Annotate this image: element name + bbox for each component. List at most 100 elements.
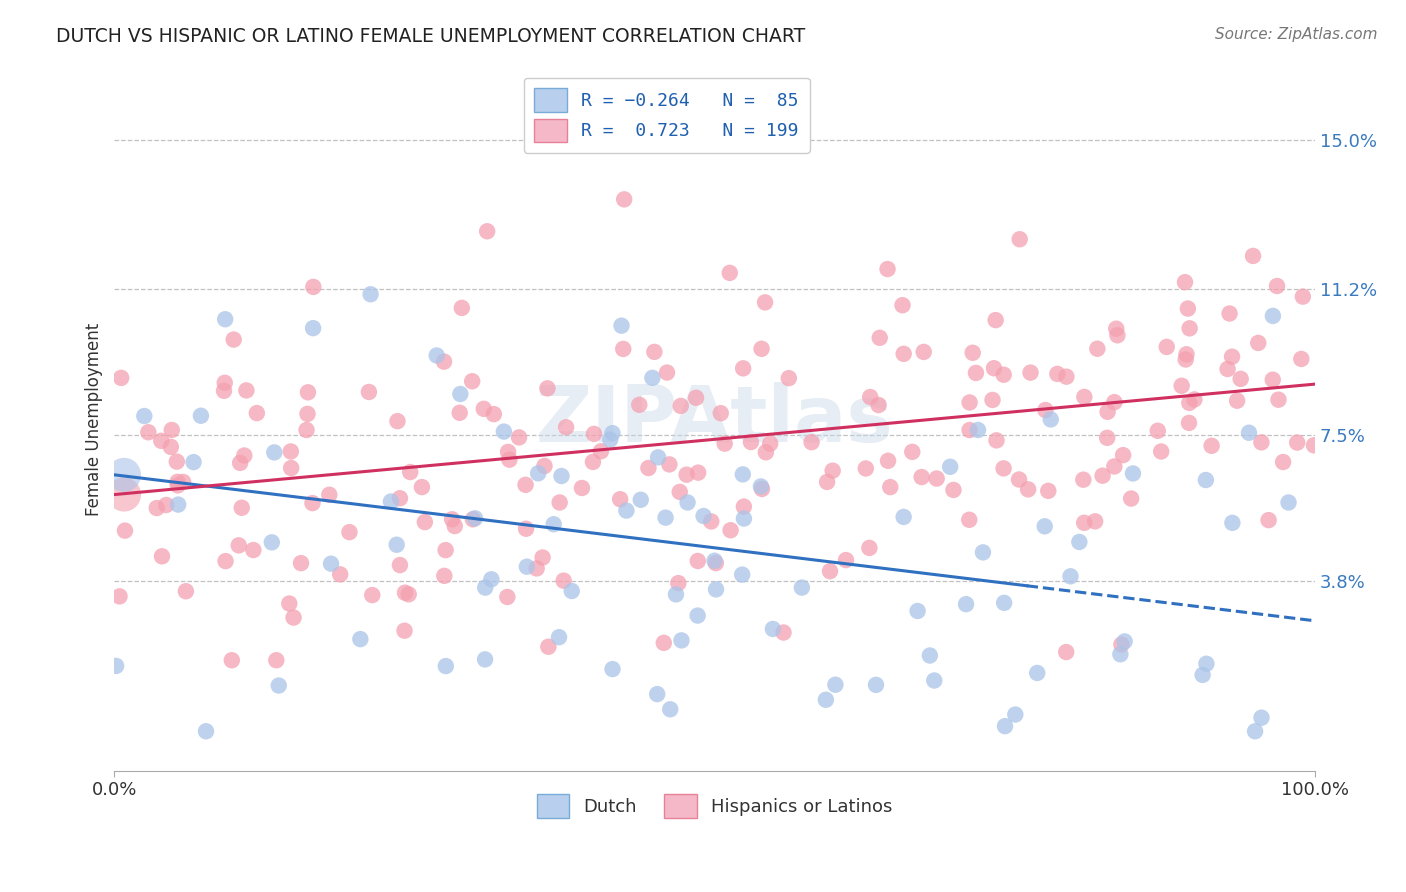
Point: [474, 652, 496, 666]
Point: [380, 494, 402, 508]
Point: [413, 515, 436, 529]
Point: [441, 512, 464, 526]
Point: [114, 524, 136, 538]
Point: [754, 295, 776, 310]
Point: [1291, 351, 1313, 366]
Point: [1054, 645, 1077, 659]
Point: [666, 576, 689, 591]
Point: [602, 426, 624, 441]
Point: [994, 719, 1017, 733]
Point: [755, 445, 778, 459]
Point: [1247, 335, 1270, 350]
Point: [959, 395, 981, 409]
Point: [195, 724, 218, 739]
Point: [1073, 390, 1095, 404]
Point: [582, 455, 605, 469]
Text: Source: ZipAtlas.com: Source: ZipAtlas.com: [1215, 27, 1378, 42]
Point: [1038, 483, 1060, 498]
Point: [1105, 322, 1128, 336]
Point: [426, 349, 449, 363]
Point: [212, 384, 235, 398]
Point: [319, 557, 342, 571]
Point: [671, 633, 693, 648]
Point: [160, 440, 183, 454]
Point: [464, 511, 486, 525]
Point: [659, 702, 682, 716]
Point: [962, 345, 984, 359]
Point: [214, 554, 236, 568]
Point: [818, 564, 841, 578]
Point: [1112, 448, 1135, 462]
Point: [1069, 535, 1091, 549]
Point: [688, 466, 710, 480]
Y-axis label: Female Unemployment: Female Unemployment: [86, 323, 103, 516]
Point: [214, 312, 236, 326]
Point: [183, 455, 205, 469]
Point: [645, 687, 668, 701]
Point: [869, 331, 891, 345]
Point: [515, 522, 537, 536]
Point: [434, 543, 457, 558]
Point: [814, 692, 837, 706]
Point: [616, 503, 638, 517]
Point: [233, 449, 256, 463]
Text: DUTCH VS HISPANIC OR LATINO FEMALE UNEMPLOYMENT CORRELATION CHART: DUTCH VS HISPANIC OR LATINO FEMALE UNEMP…: [56, 27, 806, 45]
Point: [901, 445, 924, 459]
Point: [283, 610, 305, 624]
Point: [1250, 435, 1272, 450]
Point: [561, 584, 583, 599]
Point: [772, 625, 794, 640]
Point: [893, 347, 915, 361]
Point: [302, 321, 325, 335]
Point: [548, 630, 571, 644]
Legend: Dutch, Hispanics or Latinos: Dutch, Hispanics or Latinos: [530, 788, 900, 825]
Point: [496, 445, 519, 459]
Point: [263, 445, 285, 459]
Point: [1219, 306, 1241, 320]
Point: [1201, 439, 1223, 453]
Point: [434, 659, 457, 673]
Point: [939, 459, 962, 474]
Point: [859, 390, 882, 404]
Point: [1226, 393, 1249, 408]
Point: [815, 475, 838, 489]
Point: [972, 545, 994, 559]
Point: [630, 492, 652, 507]
Point: [967, 423, 990, 437]
Point: [1175, 347, 1198, 361]
Point: [669, 399, 692, 413]
Point: [925, 471, 948, 485]
Point: [665, 587, 688, 601]
Point: [647, 450, 669, 465]
Point: [613, 192, 636, 206]
Point: [865, 678, 887, 692]
Point: [759, 436, 782, 450]
Point: [749, 479, 772, 493]
Point: [1220, 350, 1243, 364]
Point: [589, 444, 612, 458]
Point: [986, 434, 1008, 448]
Point: [1177, 301, 1199, 316]
Point: [984, 313, 1007, 327]
Point: [957, 513, 980, 527]
Point: [231, 500, 253, 515]
Point: [891, 298, 914, 312]
Point: [553, 574, 575, 588]
Point: [1150, 444, 1173, 458]
Point: [1292, 290, 1315, 304]
Point: [1191, 668, 1213, 682]
Point: [242, 543, 264, 558]
Point: [1272, 455, 1295, 469]
Point: [877, 454, 900, 468]
Point: [751, 342, 773, 356]
Point: [637, 461, 659, 475]
Point: [398, 587, 420, 601]
Point: [1008, 232, 1031, 246]
Point: [855, 461, 877, 475]
Point: [394, 585, 416, 599]
Point: [449, 387, 471, 401]
Point: [235, 384, 257, 398]
Point: [1178, 416, 1201, 430]
Point: [1170, 378, 1192, 392]
Point: [138, 425, 160, 440]
